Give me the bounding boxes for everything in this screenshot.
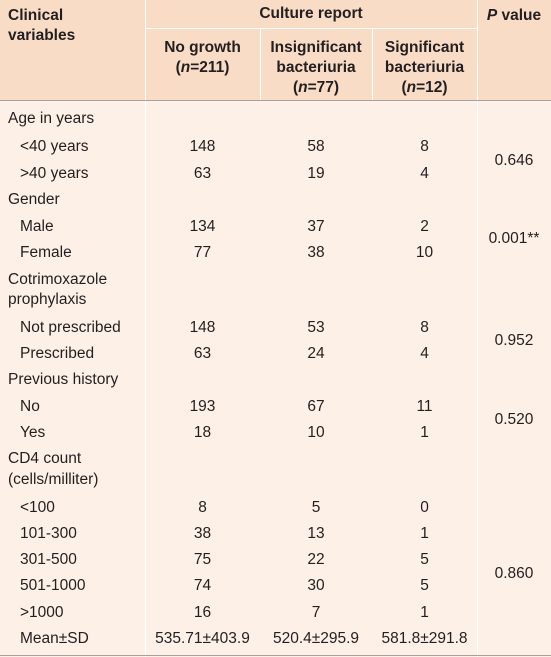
col-significant-title: Significant xyxy=(384,39,465,56)
cell-insignificant: 5 xyxy=(311,499,321,516)
cell-no-growth: 38 xyxy=(193,525,212,542)
cell-insignificant: 53 xyxy=(307,319,325,336)
column-divider xyxy=(145,0,146,657)
cell-significant: 581.8±291.8 xyxy=(381,630,468,647)
row-label: Mean±SD xyxy=(20,630,89,647)
cell-insignificant: 37 xyxy=(307,218,325,235)
row-label: <100 xyxy=(20,499,55,516)
cell-no-growth: 75 xyxy=(193,551,212,568)
row-label: Not prescribed xyxy=(20,319,121,336)
table-bottom-rule xyxy=(0,655,551,656)
column-divider xyxy=(477,0,478,657)
cell-insignificant: 58 xyxy=(307,138,325,155)
cell-significant: 0 xyxy=(420,499,429,516)
row-label: 501-1000 xyxy=(20,577,86,594)
header-clinical-variables-line2: variables xyxy=(8,27,76,44)
column-divider xyxy=(372,28,373,100)
row-label: Female xyxy=(20,244,72,261)
header-culture-report: Culture report xyxy=(259,5,363,22)
group-label-age: Age in years xyxy=(8,110,95,127)
cell-no-growth: 148 xyxy=(189,138,216,155)
cell-significant: 8 xyxy=(420,138,429,155)
row-label: 301-500 xyxy=(20,551,77,568)
p-value-italic: P xyxy=(486,7,498,24)
row-label: 101-300 xyxy=(20,525,77,542)
cell-no-growth: 148 xyxy=(189,319,216,336)
cell-insignificant: 19 xyxy=(307,165,325,182)
column-divider xyxy=(260,28,261,100)
cell-insignificant: 30 xyxy=(307,577,325,594)
cell-insignificant: 10 xyxy=(307,424,325,441)
cell-no-growth: 8 xyxy=(198,499,207,516)
cell-no-growth: 74 xyxy=(193,577,212,594)
cell-significant: 2 xyxy=(420,218,429,235)
row-label: No xyxy=(20,398,40,415)
group-label-cd4-count-line2: (cells/milliter) xyxy=(8,471,99,488)
col-insignificant-title-line2: bacteriuria xyxy=(276,59,356,76)
col-no-growth-title: No growth xyxy=(164,39,241,56)
cell-significant: 4 xyxy=(420,345,429,362)
cell-insignificant: 22 xyxy=(307,551,325,568)
cell-significant: 5 xyxy=(420,577,429,594)
col-insignificant-n: (n=77) xyxy=(292,79,340,96)
header-bottom-rule xyxy=(0,100,551,101)
group-label-cotrimoxazole: Cotrimoxazole xyxy=(8,271,108,288)
cell-no-growth: 193 xyxy=(189,398,216,415)
cell-significant: 1 xyxy=(420,525,429,542)
cell-significant: 11 xyxy=(416,398,433,415)
header-p-value: P value xyxy=(477,6,551,26)
cell-insignificant: 7 xyxy=(311,604,321,621)
col-significant-n: (n=12) xyxy=(401,79,448,96)
group-label-cotrimoxazole-line2: prophylaxis xyxy=(8,291,87,308)
cell-significant: 1 xyxy=(420,604,429,621)
cell-insignificant: 520.4±295.9 xyxy=(272,630,360,647)
group-label-gender: Gender xyxy=(8,191,60,208)
col-insignificant-title: Insignificant xyxy=(270,39,362,56)
cell-no-growth: 16 xyxy=(193,604,212,621)
row-label: >1000 xyxy=(20,604,64,621)
table-header-background xyxy=(0,0,551,100)
cell-no-growth: 18 xyxy=(193,424,212,441)
cell-insignificant: 13 xyxy=(307,525,325,542)
row-label: Prescribed xyxy=(20,345,95,362)
p-value-cell: 0.952 xyxy=(494,332,534,349)
cell-insignificant: 38 xyxy=(307,244,325,261)
cell-no-growth: 134 xyxy=(189,218,216,235)
cell-significant: 8 xyxy=(420,319,429,336)
cell-significant: 5 xyxy=(420,551,429,568)
p-value-cell: 0.860 xyxy=(494,565,534,582)
col-no-growth-n: (n=211) xyxy=(175,59,230,76)
row-label: <40 years xyxy=(20,138,89,155)
cell-no-growth: 77 xyxy=(193,244,212,261)
cell-insignificant: 67 xyxy=(307,398,325,415)
row-label: Yes xyxy=(20,424,46,441)
row-label: >40 years xyxy=(20,165,89,182)
group-label-cd4-count: CD4 count xyxy=(8,450,82,467)
cell-significant: 4 xyxy=(420,165,429,182)
p-value-text: value xyxy=(497,7,542,24)
col-significant-title-line2: bacteriuria xyxy=(384,59,465,76)
cell-no-growth: 535.71±403.9 xyxy=(155,630,250,647)
cell-significant: 10 xyxy=(415,244,434,261)
group-label-previous-history: Previous history xyxy=(8,371,119,388)
cell-no-growth: 63 xyxy=(193,345,212,362)
header-subrule xyxy=(145,28,477,29)
p-value-cell: 0.646 xyxy=(494,152,534,169)
cell-insignificant: 24 xyxy=(307,345,325,362)
header-clinical-variables: Clinical xyxy=(8,7,64,24)
p-value-cell: 0.520 xyxy=(494,411,534,428)
cell-significant: 1 xyxy=(420,424,429,441)
p-value-cell: 0.001** xyxy=(488,230,540,247)
row-label: Male xyxy=(20,218,54,235)
cell-no-growth: 63 xyxy=(193,165,212,182)
